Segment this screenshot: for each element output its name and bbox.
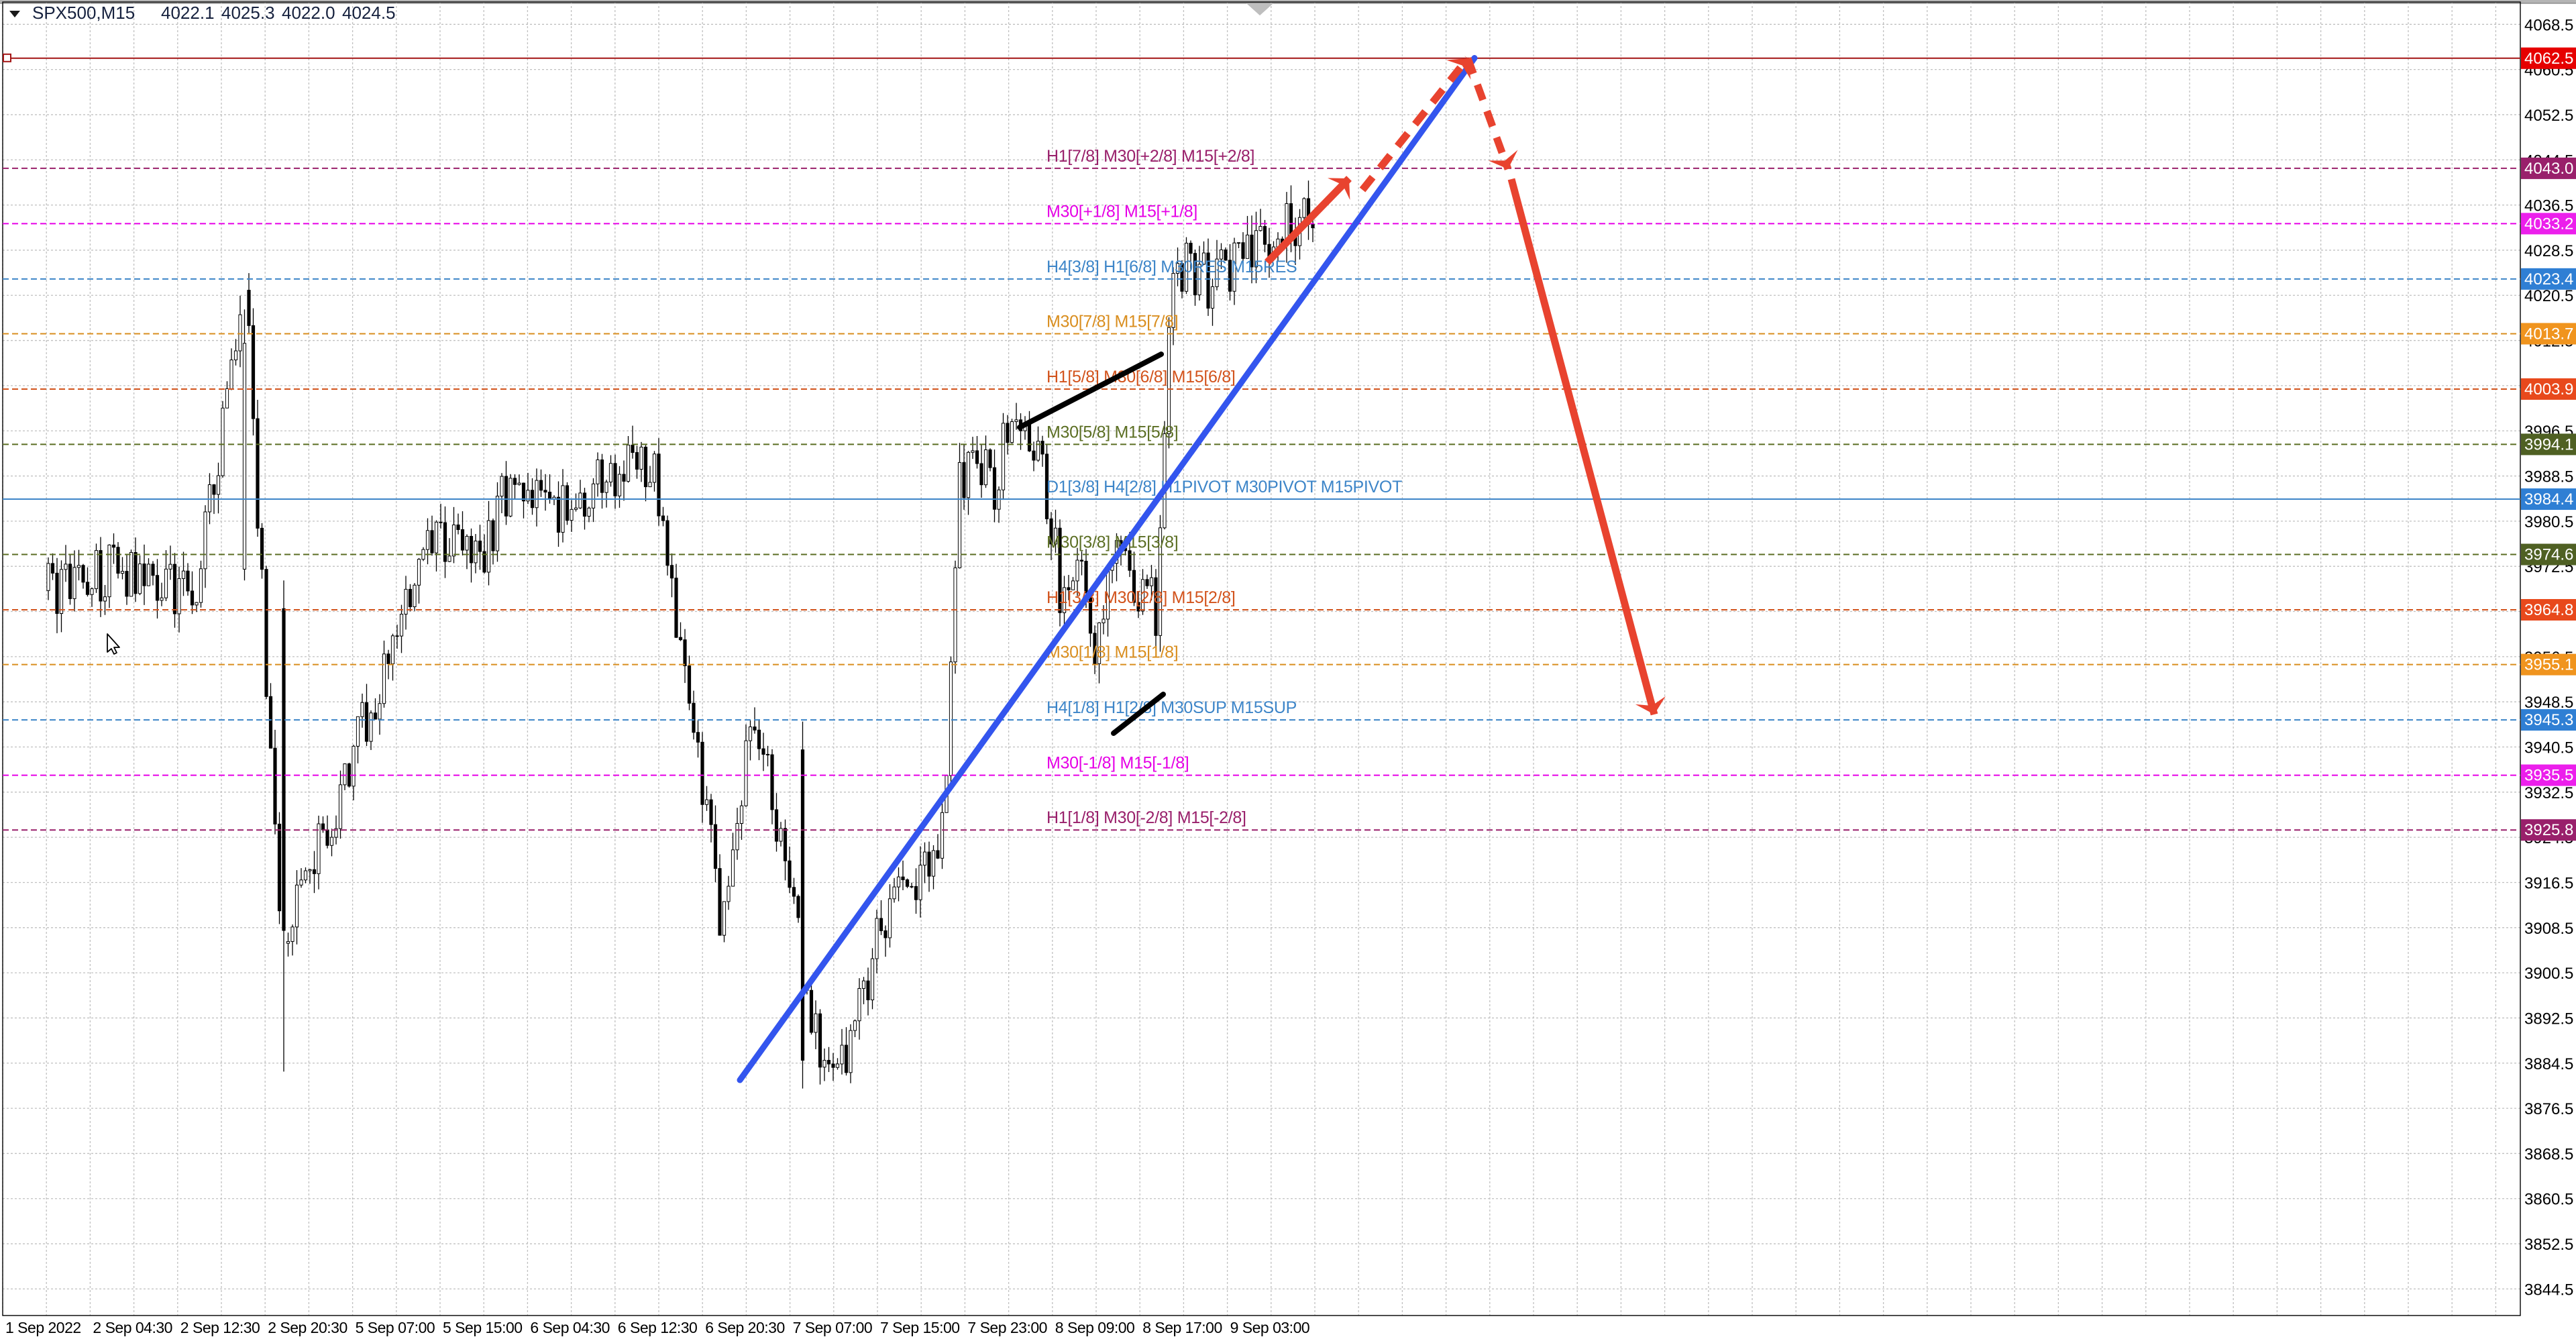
svg-text:SPX500,M15: SPX500,M15 xyxy=(32,3,135,23)
svg-text:3964.8: 3964.8 xyxy=(2524,601,2573,619)
svg-text:6 Sep 12:30: 6 Sep 12:30 xyxy=(618,1319,698,1336)
svg-text:4052.5: 4052.5 xyxy=(2524,107,2573,125)
svg-text:6 Sep 04:30: 6 Sep 04:30 xyxy=(530,1319,610,1336)
svg-text:4028.5: 4028.5 xyxy=(2524,242,2573,260)
svg-text:H1[3/8] M30[2/8] M15[2/8]: H1[3/8] M30[2/8] M15[2/8] xyxy=(1046,588,1236,607)
svg-text:3980.5: 3980.5 xyxy=(2524,513,2573,531)
svg-text:3892.5: 3892.5 xyxy=(2524,1010,2573,1028)
svg-text:3994.1: 3994.1 xyxy=(2524,435,2573,453)
svg-text:3925.8: 3925.8 xyxy=(2524,821,2573,839)
svg-text:5 Sep 15:00: 5 Sep 15:00 xyxy=(443,1319,523,1336)
svg-text:3945.3: 3945.3 xyxy=(2524,711,2573,729)
svg-text:H1[5/8] M30[6/8] M15[6/8]: H1[5/8] M30[6/8] M15[6/8] xyxy=(1046,368,1236,386)
svg-text:3900.5: 3900.5 xyxy=(2524,965,2573,983)
svg-text:3974.6: 3974.6 xyxy=(2524,546,2573,564)
svg-text:H1[1/8] M30[-2/8] M15[-2/8]: H1[1/8] M30[-2/8] M15[-2/8] xyxy=(1046,808,1246,827)
svg-text:4033.2: 4033.2 xyxy=(2524,215,2573,233)
svg-text:3908.5: 3908.5 xyxy=(2524,920,2573,938)
svg-text:5 Sep 07:00: 5 Sep 07:00 xyxy=(356,1319,435,1336)
svg-text:M30[1/8] M15[1/8]: M30[1/8] M15[1/8] xyxy=(1046,643,1178,662)
svg-text:6 Sep 20:30: 6 Sep 20:30 xyxy=(705,1319,785,1336)
svg-text:8 Sep 17:00: 8 Sep 17:00 xyxy=(1142,1319,1222,1336)
svg-text:7 Sep 07:00: 7 Sep 07:00 xyxy=(793,1319,873,1336)
svg-text:4025.3: 4025.3 xyxy=(221,3,275,23)
svg-text:4020.5: 4020.5 xyxy=(2524,287,2573,305)
svg-text:D1[3/8] H4[2/8] H1PIVOT M30PIV: D1[3/8] H4[2/8] H1PIVOT M30PIVOT M15PIVO… xyxy=(1046,478,1402,496)
svg-text:9 Sep 03:00: 9 Sep 03:00 xyxy=(1230,1319,1310,1336)
svg-text:H4[1/8] H1[2/8] M30SUP M15SUP: H4[1/8] H1[2/8] M30SUP M15SUP xyxy=(1046,698,1297,717)
svg-text:4062.5: 4062.5 xyxy=(2524,50,2573,68)
svg-text:4003.9: 4003.9 xyxy=(2524,380,2573,398)
svg-text:7 Sep 23:00: 7 Sep 23:00 xyxy=(967,1319,1047,1336)
svg-text:3984.4: 3984.4 xyxy=(2524,490,2573,508)
svg-text:4068.5: 4068.5 xyxy=(2524,16,2573,34)
svg-text:4022.1: 4022.1 xyxy=(161,3,215,23)
svg-text:4013.7: 4013.7 xyxy=(2524,325,2573,343)
svg-text:8 Sep 09:00: 8 Sep 09:00 xyxy=(1055,1319,1135,1336)
svg-text:4022.0: 4022.0 xyxy=(282,3,335,23)
svg-text:3860.5: 3860.5 xyxy=(2524,1191,2573,1209)
svg-text:M30[-1/8] M15[-1/8]: M30[-1/8] M15[-1/8] xyxy=(1046,754,1189,773)
svg-text:M30[7/8] M15[7/8]: M30[7/8] M15[7/8] xyxy=(1046,312,1178,331)
svg-text:3916.5: 3916.5 xyxy=(2524,874,2573,892)
svg-text:3932.5: 3932.5 xyxy=(2524,784,2573,802)
svg-text:2 Sep 20:30: 2 Sep 20:30 xyxy=(268,1319,347,1336)
svg-text:3955.1: 3955.1 xyxy=(2524,656,2573,674)
svg-text:3868.5: 3868.5 xyxy=(2524,1145,2573,1163)
svg-text:H4[3/8] H1[6/8] M30RES M15RES: H4[3/8] H1[6/8] M30RES M15RES xyxy=(1046,258,1297,276)
svg-text:4043.0: 4043.0 xyxy=(2524,160,2573,178)
svg-text:3935.5: 3935.5 xyxy=(2524,767,2573,785)
svg-text:3988.5: 3988.5 xyxy=(2524,468,2573,486)
svg-text:2 Sep 04:30: 2 Sep 04:30 xyxy=(93,1319,172,1336)
svg-text:M30[5/8] M15[5/8]: M30[5/8] M15[5/8] xyxy=(1046,423,1178,441)
svg-text:4024.5: 4024.5 xyxy=(342,3,396,23)
svg-text:7 Sep 15:00: 7 Sep 15:00 xyxy=(880,1319,960,1336)
svg-text:2 Sep 12:30: 2 Sep 12:30 xyxy=(180,1319,260,1336)
svg-text:M30[+1/8] M15[+1/8]: M30[+1/8] M15[+1/8] xyxy=(1046,202,1197,221)
svg-text:3940.5: 3940.5 xyxy=(2524,739,2573,757)
svg-text:M30[3/8] M15[3/8]: M30[3/8] M15[3/8] xyxy=(1046,533,1178,552)
svg-text:3844.5: 3844.5 xyxy=(2524,1281,2573,1299)
svg-text:3876.5: 3876.5 xyxy=(2524,1100,2573,1118)
svg-text:3884.5: 3884.5 xyxy=(2524,1055,2573,1073)
svg-text:3852.5: 3852.5 xyxy=(2524,1236,2573,1254)
svg-text:4036.5: 4036.5 xyxy=(2524,197,2573,215)
svg-text:1 Sep 2022: 1 Sep 2022 xyxy=(5,1319,81,1336)
svg-text:4023.4: 4023.4 xyxy=(2524,270,2573,288)
svg-text:H1[7/8] M30[+2/8] M15[+2/8]: H1[7/8] M30[+2/8] M15[+2/8] xyxy=(1046,147,1254,166)
